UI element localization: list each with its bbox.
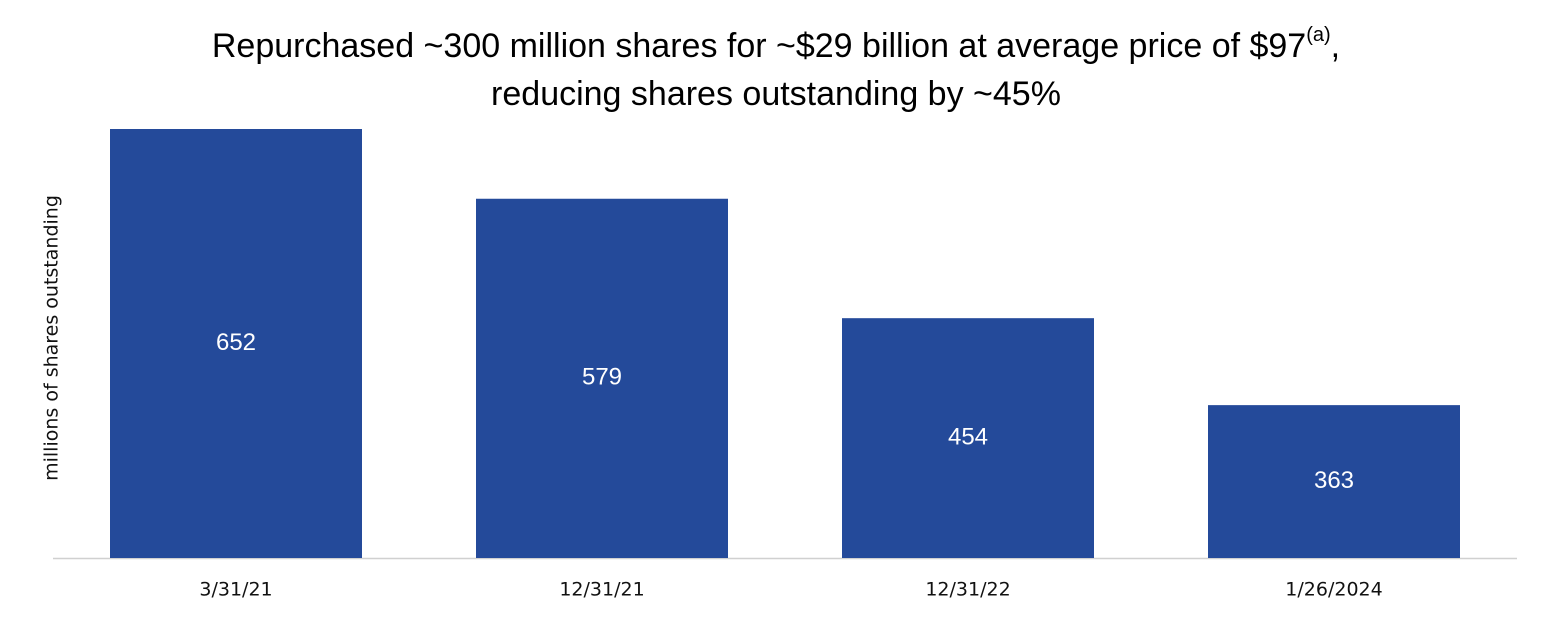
- value-label: 579: [582, 364, 622, 391]
- bar: [110, 129, 362, 558]
- x-tick-label: 12/31/21: [559, 579, 644, 601]
- bar: [476, 198, 728, 558]
- chart-title: Repurchased ~300 million shares for ~$29…: [212, 24, 1340, 65]
- title-line1-end: ,: [1331, 27, 1340, 65]
- y-axis-label: millions of shares outstanding: [41, 195, 63, 481]
- chart-title-line2: reducing shares outstanding by ~45%: [491, 75, 1061, 113]
- title-line1: Repurchased ~300 million shares for ~$29…: [212, 27, 1306, 65]
- x-tick-label: 1/26/2024: [1285, 579, 1382, 601]
- value-label: 454: [948, 423, 988, 450]
- title-superscript: (a): [1306, 24, 1330, 46]
- x-tick-label: 3/31/21: [199, 579, 272, 601]
- value-label: 363: [1314, 467, 1354, 494]
- bar: [842, 318, 1094, 558]
- x-tick-label: 12/31/22: [925, 579, 1010, 601]
- value-label: 652: [216, 329, 256, 356]
- bar: [1208, 405, 1460, 558]
